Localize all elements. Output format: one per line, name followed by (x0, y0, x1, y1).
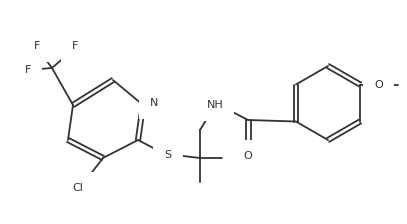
Text: Cl: Cl (72, 183, 83, 193)
Text: O: O (374, 80, 383, 90)
Text: N: N (150, 98, 158, 108)
Text: F: F (72, 41, 78, 51)
Text: S: S (164, 150, 172, 160)
Text: F: F (34, 41, 40, 51)
Text: F: F (25, 65, 31, 75)
Text: NH: NH (207, 100, 223, 110)
Text: O: O (244, 151, 252, 161)
